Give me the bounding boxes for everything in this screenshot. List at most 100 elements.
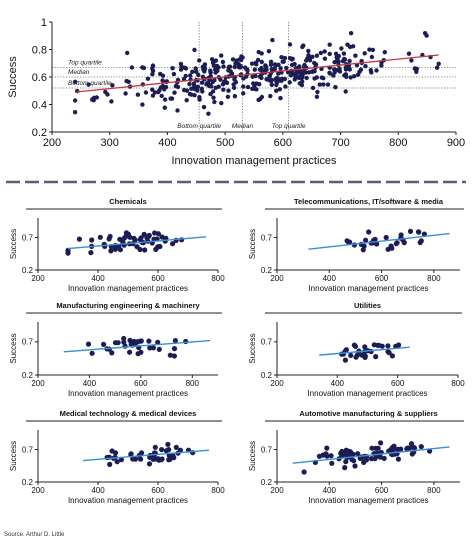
data-point [287, 42, 293, 47]
data-point [155, 339, 161, 345]
data-point [325, 82, 331, 87]
data-point [192, 93, 197, 98]
data-point [301, 68, 307, 74]
data-point [322, 56, 328, 61]
v-quartile-label: Top quartile [272, 123, 306, 130]
data-point [194, 69, 199, 75]
data-point [219, 100, 224, 106]
data-point [156, 457, 162, 463]
data-point [187, 81, 192, 87]
data-point [214, 63, 220, 69]
y-tick-label: 0.2 [22, 266, 34, 275]
data-point [324, 453, 330, 459]
data-point [337, 66, 342, 72]
data-point [348, 31, 354, 36]
data-point [269, 77, 274, 83]
data-point [175, 108, 180, 113]
data-point [352, 343, 359, 349]
data-point [240, 55, 245, 60]
data-point [266, 49, 272, 54]
data-point [269, 66, 274, 72]
data-point [391, 443, 397, 449]
trend-line [292, 446, 450, 464]
panel-utilities: Utilities 200 400 600 800 0.2 0.7 Innovation ma… [248, 301, 465, 398]
data-point [289, 62, 295, 68]
data-point [230, 57, 236, 62]
data-point [197, 58, 202, 63]
data-point [368, 68, 373, 73]
data-point [202, 66, 208, 72]
x-axis-label: Innovation management practices [307, 389, 427, 398]
data-point [378, 440, 384, 446]
data-point [138, 235, 144, 241]
data-point [221, 64, 226, 69]
data-point [343, 89, 348, 94]
data-point [332, 67, 337, 72]
data-point [275, 76, 281, 82]
data-point [159, 234, 165, 240]
data-point [171, 455, 177, 461]
data-point [273, 63, 278, 68]
data-point [232, 94, 238, 99]
data-point [343, 72, 348, 77]
data-point [110, 83, 115, 88]
data-point [414, 69, 419, 75]
data-point [292, 77, 297, 82]
data-point [367, 47, 372, 52]
data-point [147, 345, 153, 351]
data-point [209, 57, 215, 62]
data-point [170, 66, 175, 71]
x-tick-label: 200 [31, 274, 45, 283]
x-axis-label: Innovation management practices [68, 389, 188, 398]
data-point [89, 237, 95, 243]
data-point [409, 58, 414, 63]
data-point [363, 457, 370, 463]
data-point [289, 72, 295, 77]
data-point [90, 97, 95, 102]
data-point [345, 42, 350, 47]
data-point [215, 68, 220, 74]
data-point [348, 352, 354, 358]
data-point [211, 60, 216, 65]
data-point [210, 79, 215, 85]
data-point [287, 80, 292, 85]
x-tick-label: 400 [83, 379, 97, 388]
data-point [389, 353, 395, 359]
data-point [140, 65, 145, 70]
data-point [421, 231, 427, 237]
data-point [379, 63, 384, 68]
data-point [434, 65, 440, 70]
data-point [173, 444, 179, 450]
data-point [339, 46, 344, 51]
data-point [293, 71, 298, 76]
data-point [65, 250, 71, 256]
data-point [327, 71, 333, 76]
data-point [162, 105, 167, 110]
data-point [221, 87, 226, 92]
data-point [279, 55, 284, 60]
data-point [165, 441, 171, 447]
data-point [89, 350, 95, 356]
data-point [376, 342, 382, 348]
data-point [150, 72, 155, 77]
data-point [353, 53, 358, 58]
data-point [168, 96, 173, 101]
data-point [328, 453, 334, 459]
data-point [155, 244, 161, 250]
trend-line [63, 339, 211, 353]
source-note: Source: Arthur D. Little [4, 532, 65, 538]
data-point [206, 111, 211, 116]
data-point [407, 228, 414, 234]
y-tick-label: 1 [41, 17, 47, 29]
data-point [226, 88, 231, 93]
data-point [212, 99, 217, 105]
data-point [85, 341, 92, 347]
x-tick-label: 400 [91, 274, 105, 283]
data-point [406, 51, 412, 56]
y-axis-label: Success [9, 333, 18, 363]
data-point [424, 33, 429, 38]
data-point [269, 82, 274, 88]
data-point [175, 84, 181, 90]
data-point [389, 245, 395, 251]
data-point [233, 80, 239, 85]
